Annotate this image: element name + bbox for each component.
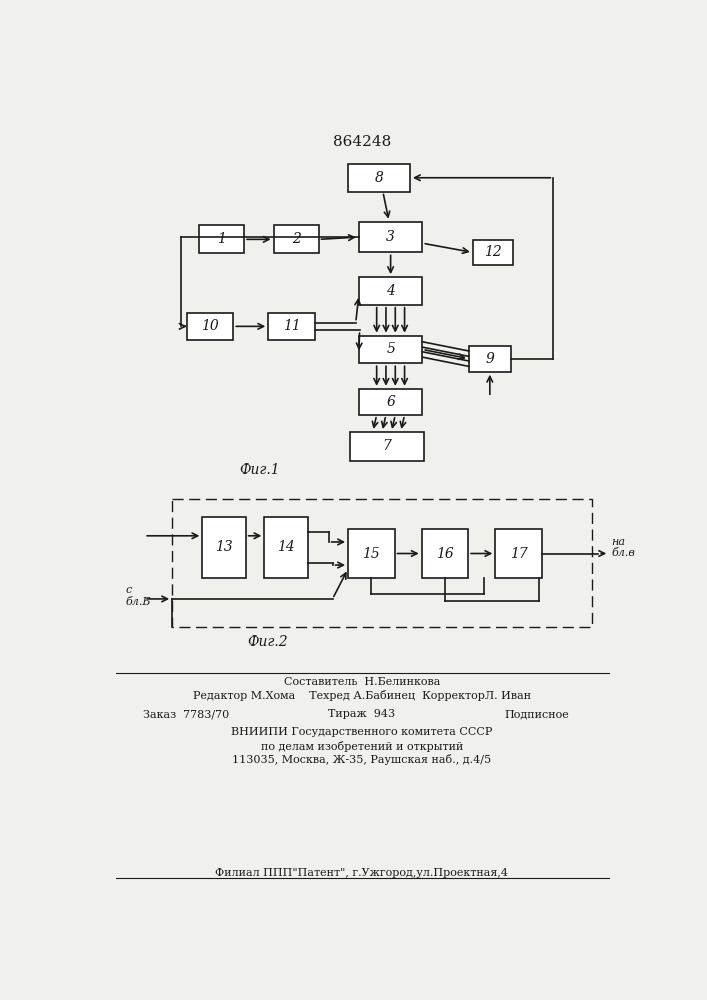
Bar [348,164,410,192]
Text: Филиал ППП"Патент", г.Ужгород,ул.Проектная,4: Филиал ППП"Патент", г.Ужгород,ул.Проектн… [216,868,508,878]
Bar [349,432,424,461]
Bar [274,225,319,253]
Bar [359,336,422,363]
Bar [348,529,395,578]
Bar [359,222,422,252]
Text: 113035, Москва, Ж-35, Раушская наб., д.4/5: 113035, Москва, Ж-35, Раушская наб., д.4… [233,754,491,765]
Bar [469,346,510,372]
Text: 1: 1 [217,232,226,246]
Text: Составитель  Н.Белинкова: Составитель Н.Белинкова [284,677,440,687]
Text: 15: 15 [363,547,380,561]
Text: 3: 3 [386,230,395,244]
Text: 4: 4 [386,284,395,298]
Text: Редактор М.Хома    Техред А.Бабинец  КорректорЛ. Иван: Редактор М.Хома Техред А.Бабинец Коррект… [193,690,531,701]
Text: 8: 8 [375,171,383,185]
Text: Фиг.1: Фиг.1 [240,463,280,477]
Bar [268,312,315,340]
Bar [421,529,468,578]
Text: Фиг.2: Фиг.2 [247,635,288,649]
Text: Заказ  7783/70: Заказ 7783/70 [143,709,229,719]
Text: 864248: 864248 [333,135,391,149]
Bar [202,517,246,578]
Bar [473,240,513,265]
Text: 6: 6 [386,395,395,409]
Bar [359,389,422,415]
Text: 5: 5 [386,342,395,356]
Bar [359,277,422,305]
Text: 13: 13 [215,540,233,554]
Text: 11: 11 [283,319,300,333]
Text: 17: 17 [510,547,527,561]
Bar [187,312,233,340]
Text: Тираж  943: Тираж 943 [328,709,395,719]
Text: 9: 9 [486,352,494,366]
Bar [495,529,542,578]
Text: 16: 16 [436,547,454,561]
Bar [199,225,244,253]
Bar [172,499,592,627]
Text: с
бл.Б: с бл.Б [126,585,151,607]
Text: 10: 10 [201,319,219,333]
Text: 12: 12 [484,245,502,259]
Text: 7: 7 [382,439,391,453]
Text: Подписное: Подписное [504,709,569,719]
Text: на
бл.в: на бл.в [612,537,636,558]
Text: по делам изобретений и открытий: по делам изобретений и открытий [261,741,463,752]
Bar [264,517,308,578]
Text: ВНИИПИ Государственного комитета СССР: ВНИИПИ Государственного комитета СССР [231,727,493,737]
Text: 2: 2 [292,232,300,246]
Text: 14: 14 [277,540,295,554]
